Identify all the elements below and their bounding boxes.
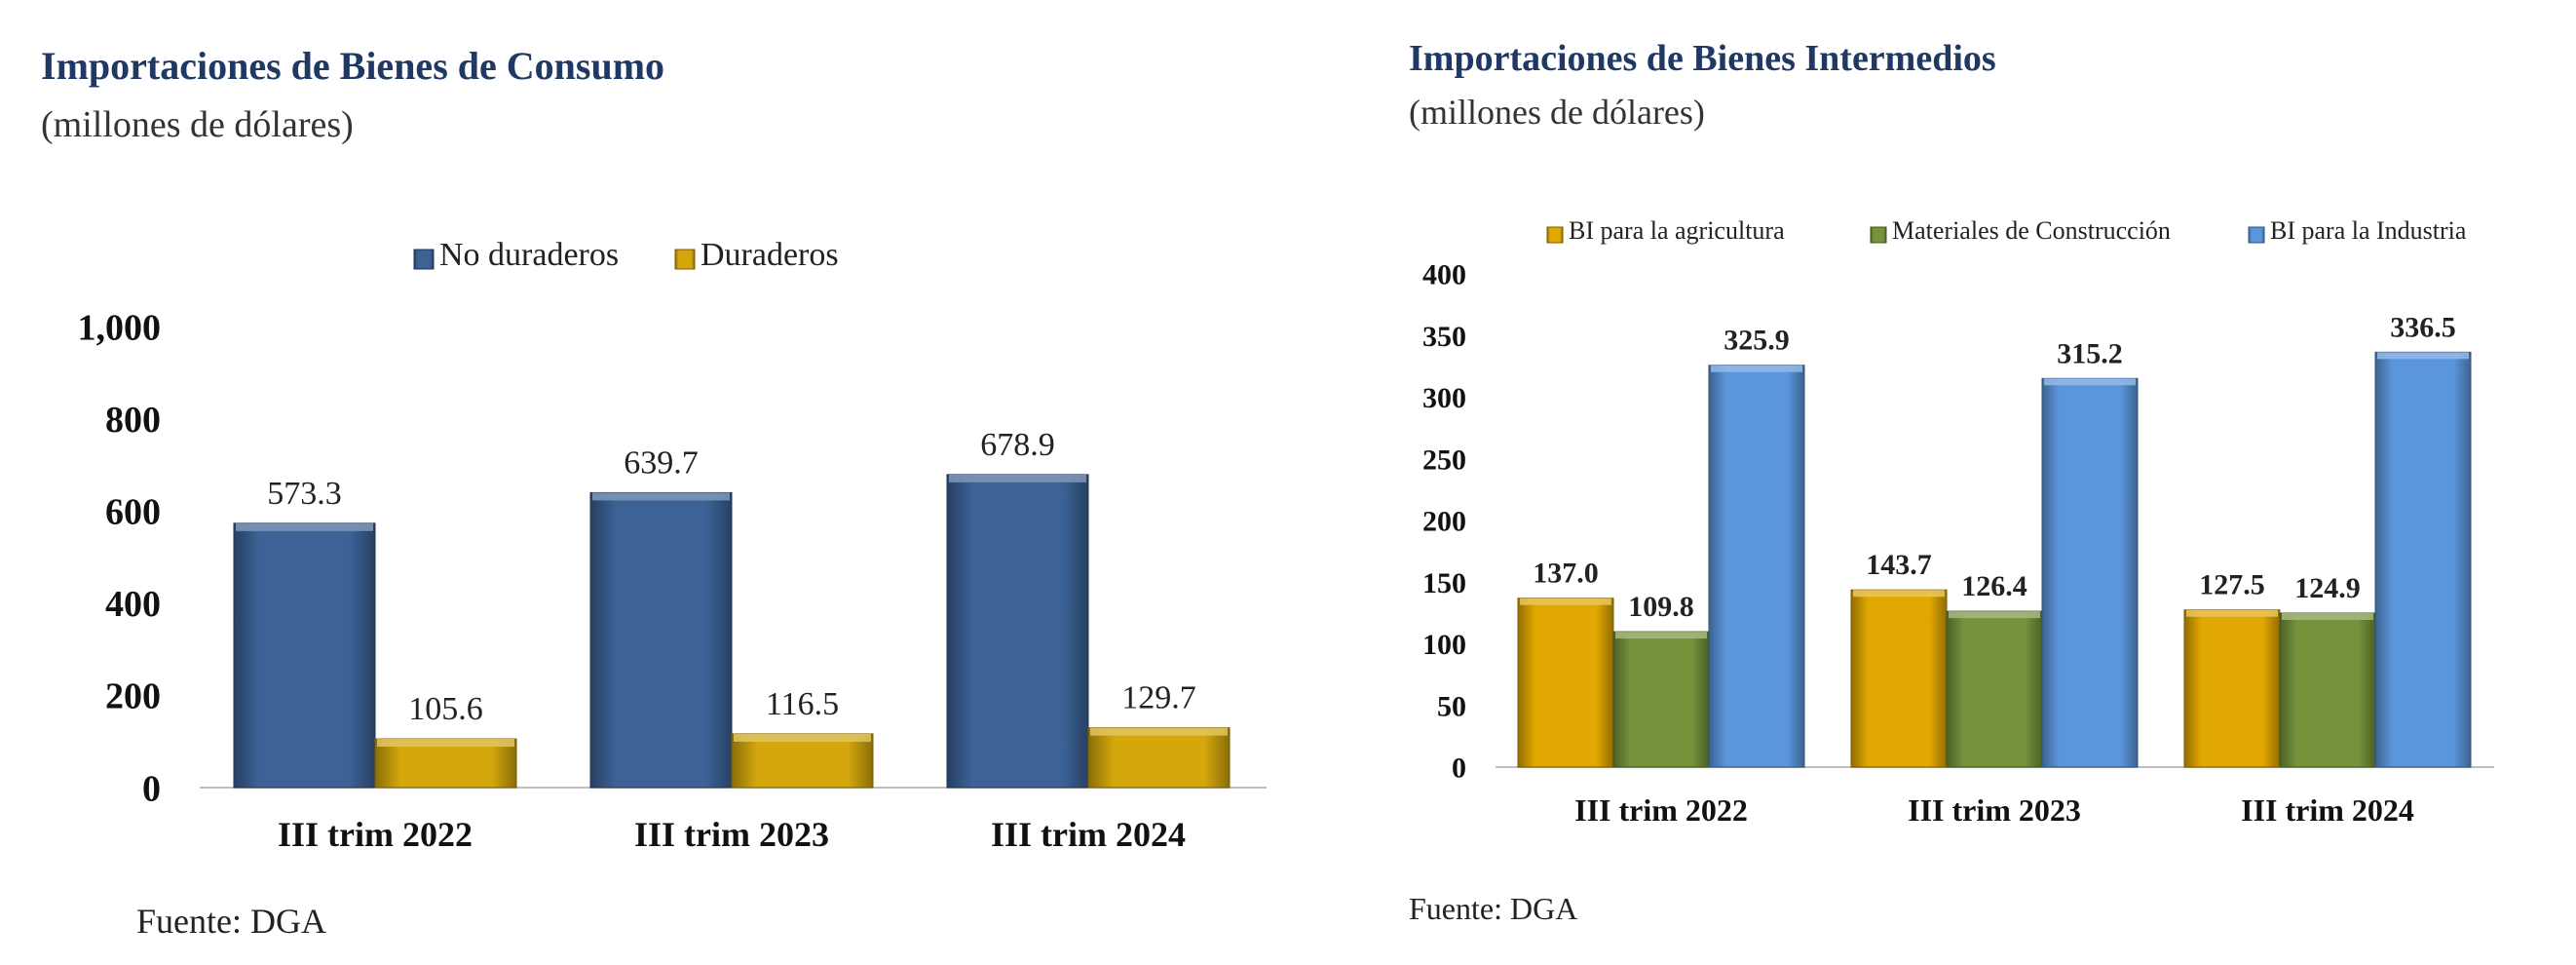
bar-highlight [2282,613,2373,621]
y-tick-label: 0 [142,768,161,809]
y-tick-label: 600 [105,492,161,533]
data-label: 573.3 [267,476,342,512]
bar-highlight [377,739,514,748]
data-label: 639.7 [624,444,699,481]
y-tick-label: 50 [1437,690,1466,722]
bar [1612,631,1710,768]
y-tick-label: 250 [1422,444,1466,476]
x-category-label: III trim 2023 [634,815,829,854]
legend-label: Duraderos [701,237,839,273]
data-label: 127.5 [2199,569,2265,601]
data-label: 315.2 [2057,337,2123,369]
legend-label: Materiales de Construcción [1892,216,2171,245]
bar-highlight [2377,352,2469,360]
chart-subtitle-intermedios: (millones de dólares) [1409,93,1705,132]
bar-highlight [734,733,871,742]
bar [2183,609,2281,768]
bar [589,491,733,789]
bar [1087,727,1231,789]
x-category-label: III trim 2023 [1908,792,2081,828]
bar-highlight [2044,378,2136,386]
bar [233,522,376,789]
bar [2374,351,2472,768]
y-tick-label: 300 [1422,382,1466,414]
legend-label: BI para la Industria [2270,216,2467,245]
y-tick-label: 400 [1422,259,1466,291]
bar [1708,365,1805,768]
chart-title-consumo: Importaciones de Bienes de Consumo [41,44,665,88]
data-label: 336.5 [2390,311,2456,343]
y-tick-label: 800 [105,400,161,441]
bar-highlight [1711,365,1802,372]
bar [1517,598,1614,768]
bar-highlight [1853,590,1945,598]
bar-highlight [1615,632,1707,639]
chart-title-intermedios: Importaciones de Bienes Intermedios [1409,38,1996,79]
data-label: 105.6 [408,691,483,727]
y-tick-label: 0 [1452,753,1466,785]
x-category-label: III trim 2024 [2241,792,2414,828]
legend-label: No duraderos [439,237,619,273]
legend-swatch [674,249,696,270]
data-label: 124.9 [2294,572,2361,604]
bar [731,733,874,789]
legend-swatch [2248,226,2265,244]
legend-swatch [413,249,435,270]
x-category-label: III trim 2022 [1574,792,1748,828]
source-note-intermedios: Fuente: DGA [1409,891,1578,926]
bar-highlight [236,522,373,531]
y-tick-label: 100 [1422,629,1466,661]
data-label: 126.4 [1961,570,2027,602]
data-label: 678.9 [980,427,1055,463]
legend-label: BI para la agricultura [1569,216,1785,245]
bar [2279,612,2376,768]
bar-highlight [1949,611,2040,619]
bar-highlight [1520,598,1611,605]
legend-swatch [1546,226,1564,244]
x-category-label: III trim 2024 [991,815,1186,854]
y-tick-label: 1,000 [78,307,162,348]
data-label: 109.8 [1628,591,1694,623]
y-tick-label: 200 [105,676,161,717]
bar [1850,589,1948,768]
y-tick-label: 150 [1422,567,1466,599]
data-label: 325.9 [1724,325,1790,357]
x-category-label: III trim 2022 [278,815,473,854]
chart-subtitle-consumo: (millones de dólares) [41,104,354,145]
bar [1946,610,2043,768]
data-label: 143.7 [1866,549,1932,581]
data-label: 116.5 [766,686,839,722]
legend-swatch [1870,226,1887,244]
bar [2041,377,2139,768]
y-tick-label: 400 [105,584,161,625]
bar-highlight [592,492,730,501]
data-label: 129.7 [1121,680,1196,716]
y-tick-label: 200 [1422,506,1466,538]
bar-highlight [1090,727,1228,736]
bar [374,738,517,789]
bar-highlight [949,474,1086,482]
source-note-consumo: Fuente: DGA [136,902,326,941]
bar-highlight [2186,609,2278,617]
data-label: 137.0 [1533,558,1599,590]
y-tick-label: 350 [1422,321,1466,353]
